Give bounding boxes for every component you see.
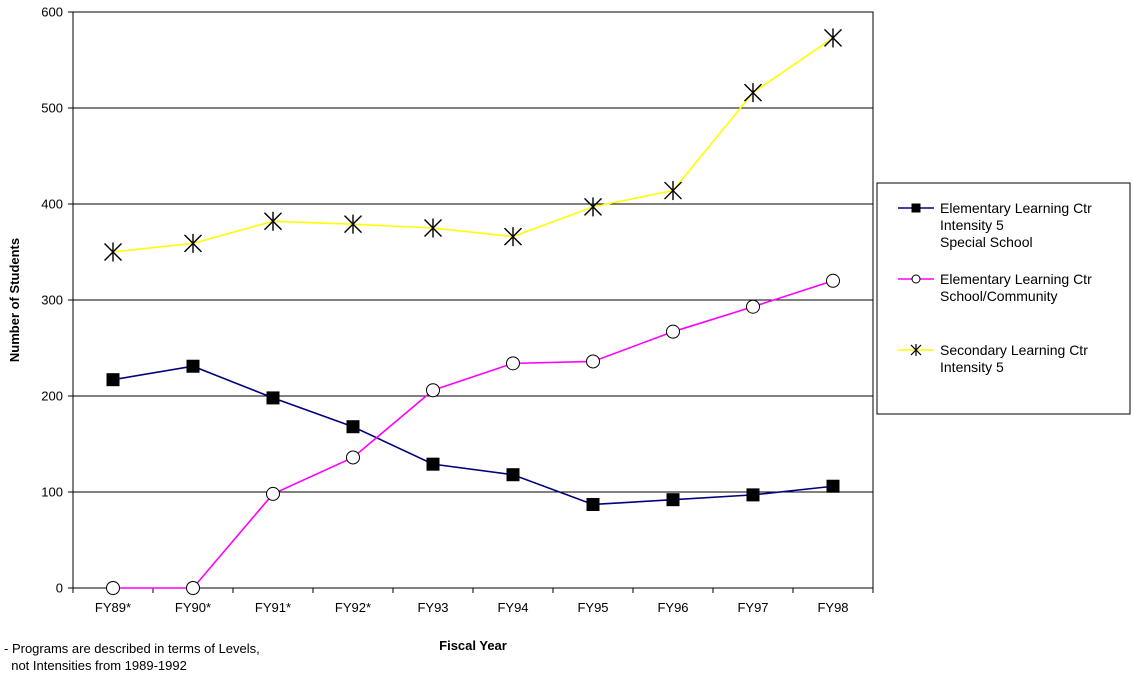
- data-point: [424, 218, 442, 238]
- data-point: [504, 227, 522, 247]
- x-tick-label: FY90*: [175, 600, 211, 615]
- y-tick-label: 300: [41, 293, 63, 308]
- y-tick-label: 100: [41, 485, 63, 500]
- data-point: [506, 356, 520, 371]
- legend-label: Intensity 5: [940, 359, 1004, 375]
- series-layer: [104, 28, 842, 595]
- x-tick-label: FY96: [657, 600, 688, 615]
- data-point: [104, 242, 122, 262]
- series-line: [112, 365, 834, 506]
- data-point: [586, 497, 600, 511]
- data-point: [346, 450, 360, 465]
- data-point: [186, 359, 200, 373]
- data-point: [264, 211, 282, 231]
- data-point: [184, 233, 202, 253]
- x-tick-label: FY91*: [255, 600, 291, 615]
- legend-label: School/Community: [940, 288, 1058, 304]
- y-tick-label: 500: [41, 101, 63, 116]
- legend-label: Intensity 5: [940, 217, 1004, 233]
- legend-box: [876, 182, 1131, 415]
- data-point: [666, 324, 680, 339]
- y-axis: 0 100 200 300 400 500 600: [41, 5, 73, 596]
- footnote-line-2: not Intensities from 1989-1992: [4, 658, 187, 673]
- series-line: [112, 37, 834, 253]
- series: [106, 359, 840, 511]
- legend-marker: [911, 274, 921, 284]
- x-axis-title: Fiscal Year: [439, 638, 507, 653]
- legend-label: Special School: [940, 234, 1033, 250]
- data-point: [106, 373, 120, 387]
- x-tick-label: FY93: [417, 600, 448, 615]
- series: [106, 273, 840, 595]
- data-point: [664, 181, 682, 201]
- y-tick-label: 0: [56, 581, 63, 596]
- data-point: [744, 83, 762, 103]
- data-point: [346, 420, 360, 434]
- data-point: [746, 299, 760, 314]
- data-point: [746, 488, 760, 502]
- data-point: [824, 28, 842, 48]
- data-point: [186, 581, 200, 595]
- x-tick-label: FY98: [817, 600, 848, 615]
- legend-marker: [910, 344, 922, 356]
- x-axis: FY89* FY90* FY91* FY92* FY93 FY94 FY95 FY96 FY97…: [72, 588, 874, 615]
- x-tick-label: FY95: [577, 600, 608, 615]
- data-point: [826, 273, 840, 288]
- data-point: [426, 383, 440, 398]
- data-point: [666, 493, 680, 507]
- y-tick-label: 200: [41, 389, 63, 404]
- data-point: [586, 354, 600, 369]
- x-tick-label: FY94: [497, 600, 528, 615]
- y-tick-label: 400: [41, 197, 63, 212]
- legend-marker: [911, 203, 921, 213]
- y-tick-label: 600: [41, 5, 63, 20]
- data-point: [344, 214, 362, 234]
- x-tick-label: FY89*: [95, 600, 131, 615]
- data-point: [426, 457, 440, 471]
- data-point: [826, 479, 840, 493]
- footnote-line-1: - Programs are described in terms of Lev…: [4, 641, 260, 656]
- legend-label: Elementary Learning Ctr: [940, 200, 1092, 216]
- data-point: [506, 468, 520, 482]
- series-line: [113, 280, 834, 589]
- data-point: [584, 197, 602, 217]
- x-tick-label: FY92*: [335, 600, 371, 615]
- data-point: [106, 581, 120, 595]
- series: [104, 28, 842, 262]
- data-point: [266, 486, 280, 501]
- x-tick-label: FY97: [737, 600, 768, 615]
- legend-label: Elementary Learning Ctr: [940, 271, 1092, 287]
- data-point: [266, 391, 280, 405]
- footnote: - Programs are described in terms of Lev…: [4, 640, 260, 674]
- legend-label: Secondary Learning Ctr: [940, 342, 1088, 358]
- y-axis-title: Number of Students: [7, 238, 22, 362]
